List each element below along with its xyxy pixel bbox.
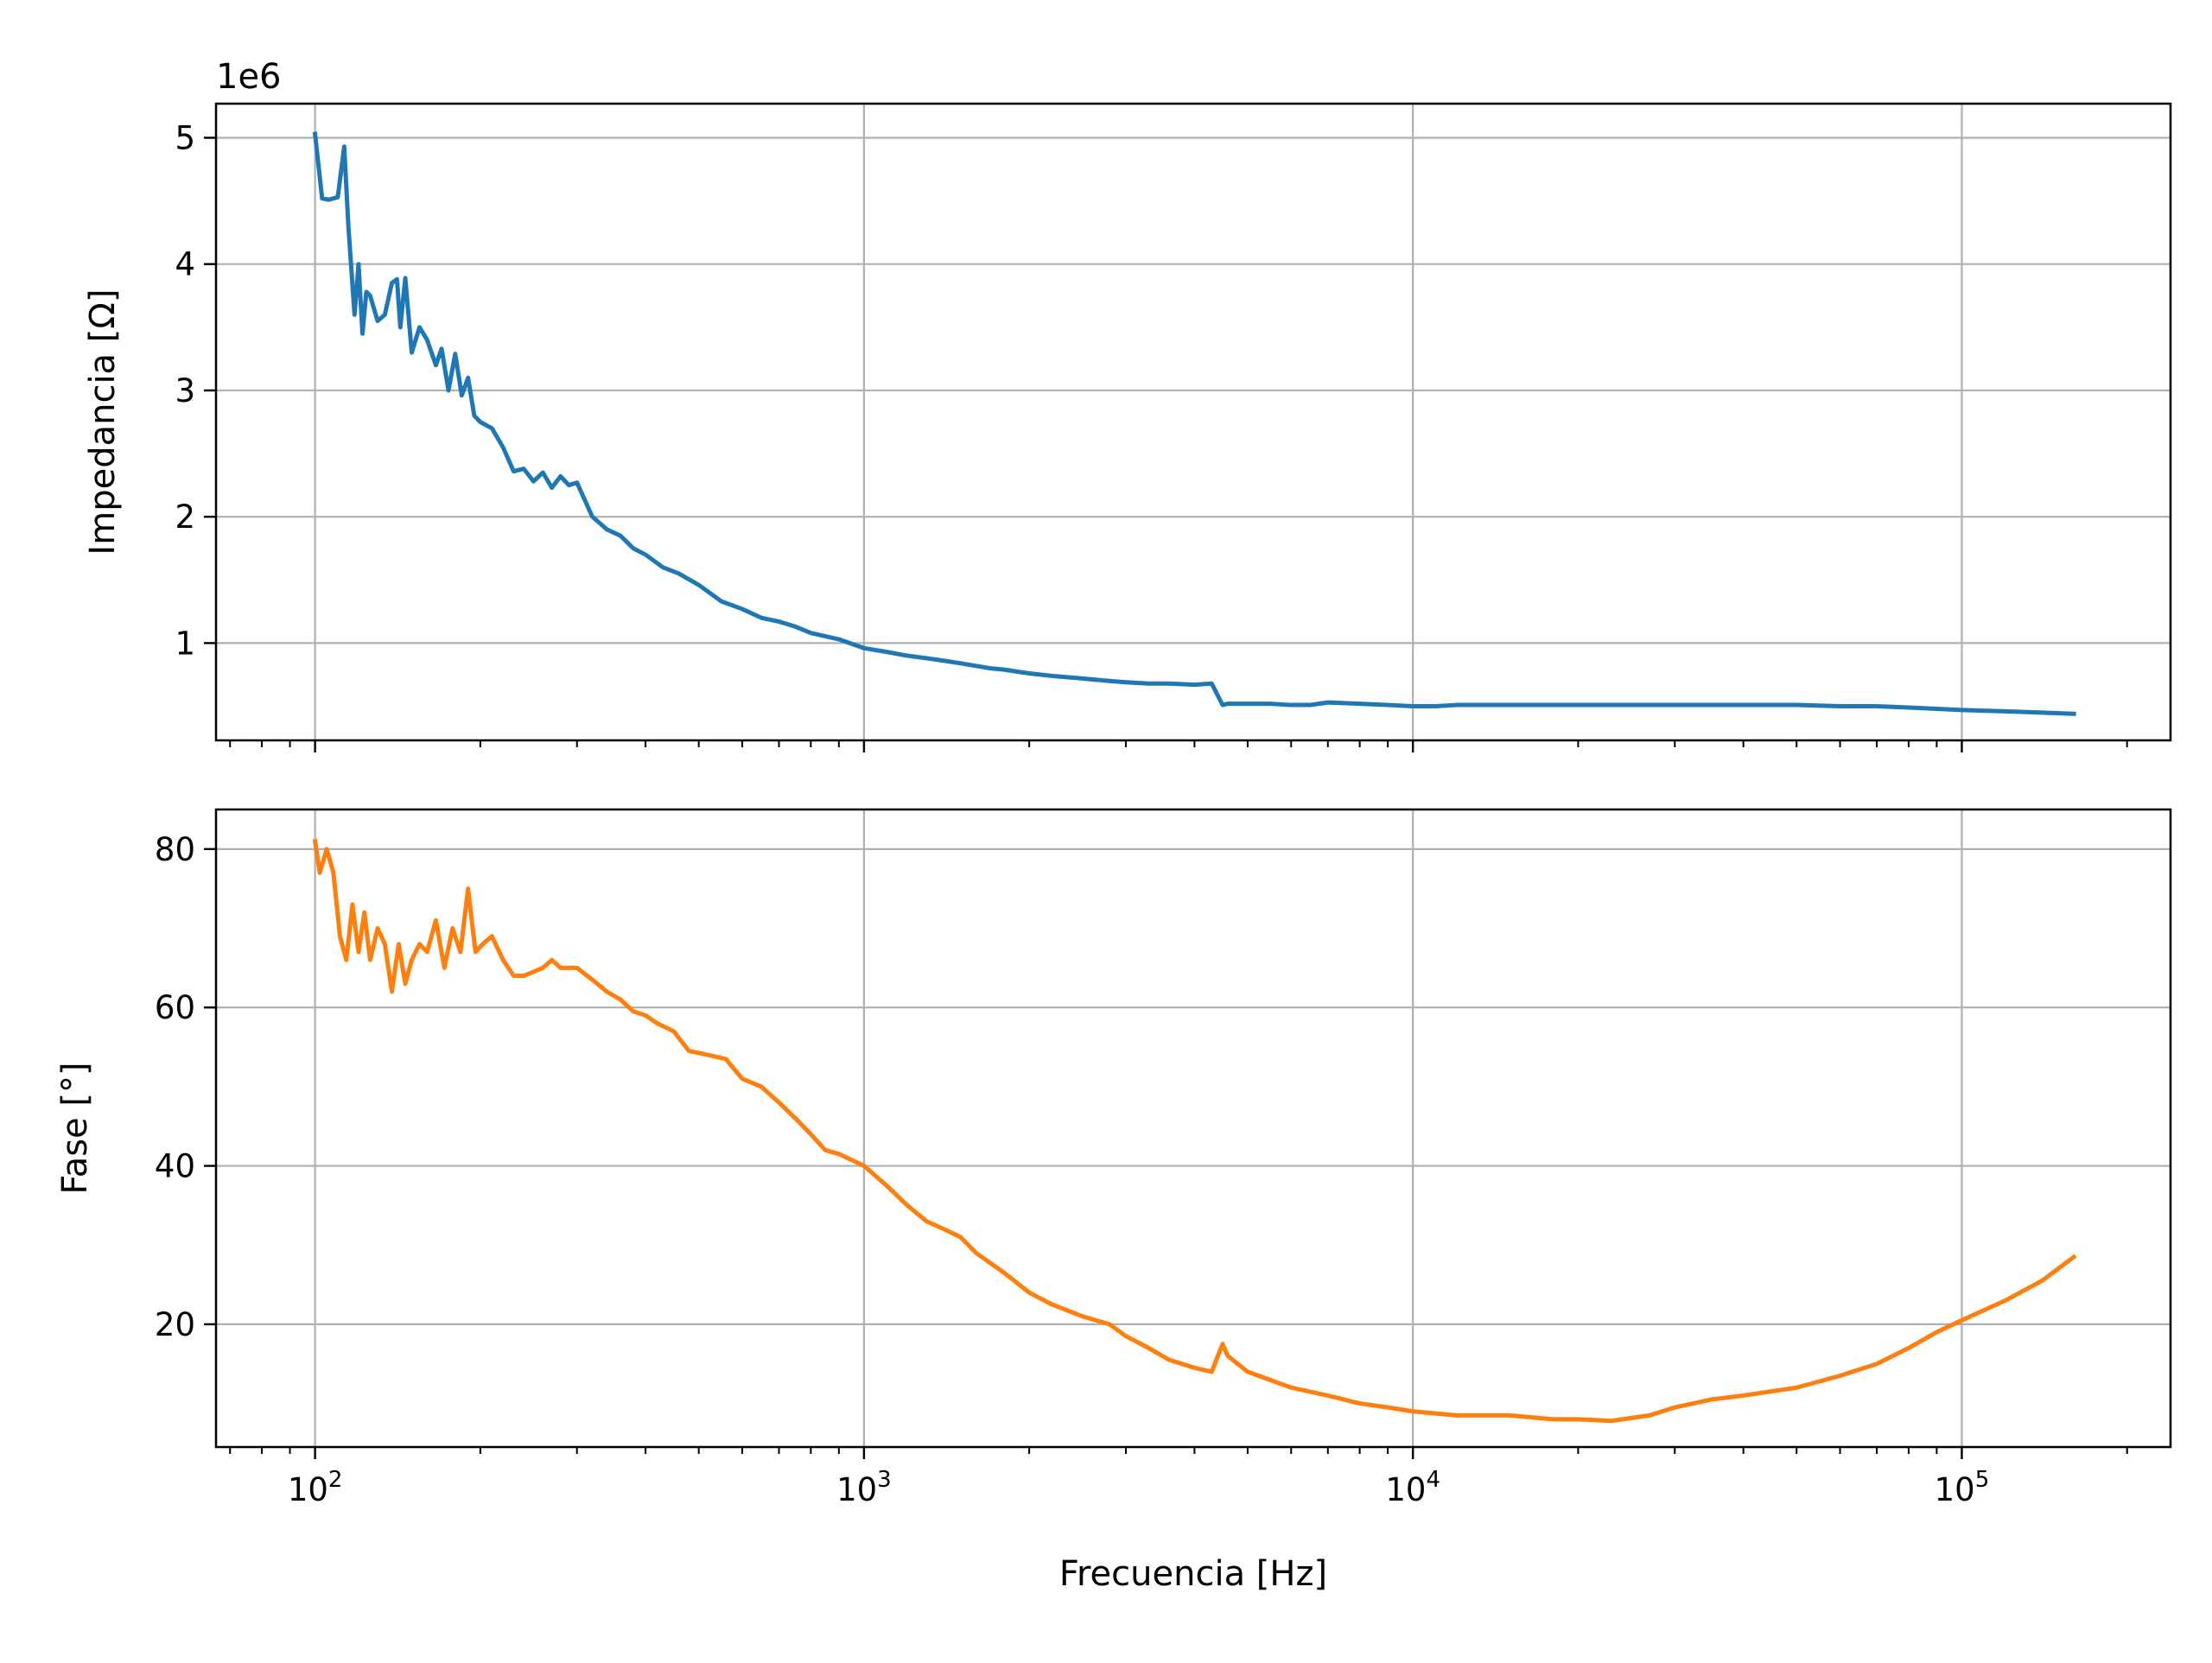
phase-y-tick-label: 60: [155, 989, 195, 1026]
phase-axes-frame: [214, 808, 2172, 1449]
phase-x-tick-label: 105: [1935, 1467, 1990, 1508]
phase-x-tick-label: 102: [288, 1467, 343, 1508]
phase-panel: 102 103 104 105 20 40 60 80 Fase [°] Frecuenci…: [55, 808, 2172, 1594]
phase-series: [312, 838, 2077, 1424]
phase-grid: [216, 809, 2171, 1447]
impedance-minor-ticks: [229, 740, 2128, 747]
phase-x-tick-label: 103: [836, 1467, 892, 1508]
phase-minor-ticks: [229, 1447, 2128, 1454]
impedance-y-tick-label: 5: [175, 119, 195, 156]
impedance-series: [312, 131, 2076, 716]
impedance-y-offset-label: 1e6: [216, 57, 282, 97]
impedance-y-ticks: 1 2 3 4 5: [175, 119, 216, 662]
impedance-y-tick-label: 2: [175, 498, 195, 536]
impedance-y-tick-label: 3: [175, 372, 195, 409]
impedance-panel: 1 2 3 4 5 Impedancia [Ω] 1e6: [83, 57, 2172, 752]
phase-x-axis-label: Frecuencia [Hz]: [1059, 1554, 1327, 1594]
phase-y-axis-label: Fase [°]: [55, 1062, 95, 1194]
phase-y-ticks: 20 40 60 80: [155, 831, 216, 1343]
impedance-grid: [216, 104, 2171, 740]
impedance-x-ticks: [314, 740, 1963, 752]
phase-x-ticks: 102 103 104 105: [288, 1447, 1989, 1508]
phase-series-line: [312, 838, 2077, 1424]
impedance-axes-frame: [214, 102, 2172, 742]
phase-y-tick-label: 20: [155, 1306, 195, 1343]
phase-x-tick-label: 104: [1385, 1467, 1440, 1508]
impedance-y-tick-label: 1: [175, 625, 195, 662]
impedance-y-axis-label: Impedancia [Ω]: [83, 289, 123, 555]
phase-y-tick-label: 40: [155, 1148, 195, 1185]
impedance-series-line: [312, 131, 2076, 716]
phase-y-tick-label: 80: [155, 831, 195, 868]
impedance-y-tick-label: 4: [175, 246, 195, 283]
